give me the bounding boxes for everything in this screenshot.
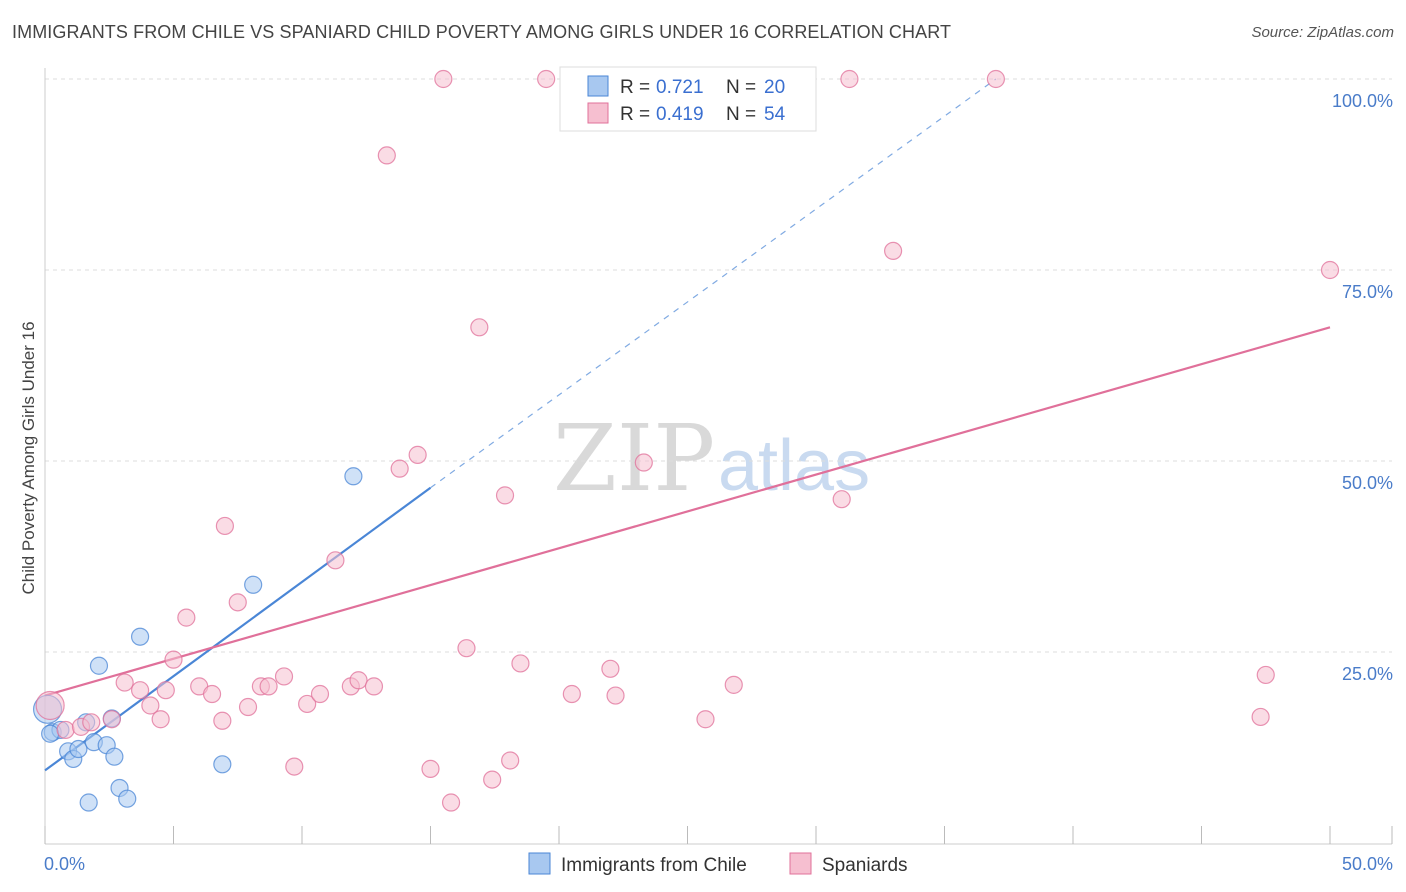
legend-n-label-2: N = — [726, 104, 756, 125]
spaniards-point — [102, 710, 121, 729]
spaniards-point — [151, 710, 170, 729]
spaniards-point — [1256, 665, 1275, 685]
spaniards-point — [441, 793, 461, 812]
stats-legend: R = 0.721 N = 20 R = 0.419 N = 54 — [559, 66, 817, 132]
spaniards-point — [1251, 707, 1270, 727]
chile-point — [69, 739, 88, 759]
legend-r-label: R = — [620, 77, 650, 98]
spaniards-point — [434, 69, 453, 89]
chile-trend-line — [44, 486, 432, 772]
chile-point — [344, 467, 363, 486]
spaniards-point — [495, 486, 515, 505]
spaniards-point — [56, 720, 75, 740]
legend-n-chile: 20 — [764, 77, 785, 98]
spaniards-point — [601, 659, 620, 678]
series-legend-swatch-spaniards — [789, 852, 812, 875]
gridlines — [45, 78, 1392, 653]
spaniards-point — [228, 593, 247, 612]
y-tick-label-75: 75.0% — [1342, 282, 1393, 302]
spaniards-point — [511, 654, 530, 673]
legend-n-spaniards: 54 — [764, 104, 786, 125]
chile-point — [118, 789, 137, 808]
series-legend-swatch-chile — [528, 852, 551, 875]
spaniards-point — [326, 551, 345, 570]
y-tick-label-50: 50.0% — [1342, 473, 1393, 493]
legend-swatch-chile — [587, 75, 609, 97]
spaniards-point — [562, 684, 581, 704]
chile-point — [244, 575, 263, 594]
spaniards-point — [164, 650, 183, 669]
spaniards-point — [634, 453, 653, 472]
spaniards-point — [141, 696, 160, 715]
chile-point — [89, 656, 109, 675]
spaniards-point — [421, 759, 440, 778]
spaniards-point — [285, 757, 304, 776]
y-tick-label-100: 100.0% — [1332, 91, 1393, 111]
x-tick-label-min: 0.0% — [44, 854, 85, 874]
y-tick-label-25: 25.0% — [1342, 664, 1393, 684]
chile-point — [79, 793, 98, 812]
spaniards-trend-line — [44, 326, 1331, 697]
spaniards-point — [82, 713, 101, 732]
spaniards-point — [883, 241, 903, 260]
spaniards-point — [408, 445, 427, 464]
series-legend-label-spaniards: Spaniards — [822, 855, 908, 876]
spaniards-point — [298, 694, 317, 714]
spaniards-point — [115, 673, 134, 692]
spaniards-point — [696, 710, 715, 729]
data-points — [32, 69, 1340, 812]
source-credit: Source: ZipAtlas.com — [1251, 24, 1394, 41]
spaniards-point — [202, 684, 222, 704]
spaniards-point — [606, 686, 625, 705]
legend-r-label-2: R = — [620, 104, 650, 125]
spaniards-point — [840, 69, 859, 89]
chile-point — [213, 755, 232, 774]
y-axis-label: Child Poverty Among Girls Under 16 — [19, 321, 38, 594]
spaniards-point — [390, 459, 409, 478]
spaniards-point — [457, 639, 476, 658]
spaniards-point — [310, 684, 330, 704]
spaniards-point — [986, 69, 1006, 89]
spaniards-point — [537, 69, 556, 89]
legend-r-chile: 0.721 — [656, 77, 704, 98]
spaniards-point — [215, 516, 234, 536]
spaniards-point — [483, 770, 502, 789]
spaniards-point — [832, 490, 851, 509]
chile-point — [130, 627, 150, 646]
spaniards-point — [349, 671, 368, 690]
spaniards-point — [177, 608, 196, 627]
spaniards-point — [1320, 260, 1340, 280]
tick-labels: 25.0% 50.0% 75.0% 100.0% 0.0% 50.0% — [44, 91, 1393, 874]
spaniards-point — [130, 681, 150, 700]
x-tick-label-max: 50.0% — [1342, 854, 1393, 874]
chile-trend-extension — [430, 78, 997, 489]
legend-swatch-spaniards — [587, 102, 609, 124]
spaniards-point — [213, 711, 232, 730]
spaniards-point — [238, 697, 258, 717]
spaniards-point — [724, 675, 743, 694]
spaniards-point — [156, 681, 175, 700]
series-legend-label-chile: Immigrants from Chile — [561, 855, 747, 876]
spaniards-point — [377, 146, 396, 165]
legend-n-label: N = — [726, 77, 756, 98]
spaniards-point — [259, 677, 278, 696]
spaniards-point — [470, 318, 489, 337]
spaniards-point — [35, 690, 65, 721]
spaniards-point — [501, 751, 520, 770]
legend-r-spaniards: 0.419 — [656, 104, 704, 125]
series-legend: Immigrants from Chile Spaniards — [528, 852, 908, 876]
spaniards-point — [274, 667, 294, 686]
watermark-zip: ZIP — [553, 405, 715, 512]
chile-point — [105, 747, 124, 766]
spaniards-point — [364, 677, 384, 696]
chart-title: IMMIGRANTS FROM CHILE VS SPANIARD CHILD … — [12, 22, 952, 42]
chile-point — [41, 724, 60, 743]
